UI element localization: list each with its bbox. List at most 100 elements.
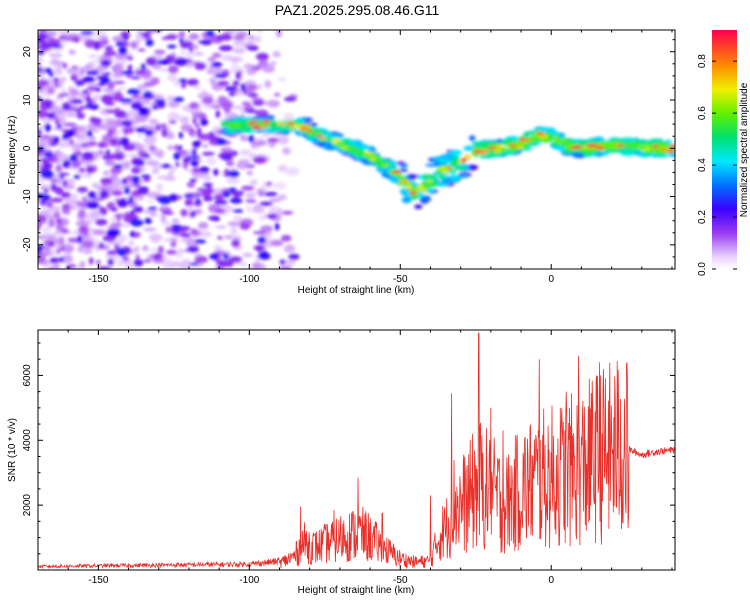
heatmap-cell (53, 82, 60, 88)
heatmap-cell (232, 35, 245, 41)
heatmap-cell (184, 198, 194, 207)
heatmap-cell (414, 204, 423, 209)
heatmap-cell (401, 197, 412, 204)
heatmap-cell (86, 83, 100, 87)
heatmap-cell (251, 262, 262, 269)
heatmap-cell (193, 52, 204, 56)
heatmap-cell (441, 153, 454, 158)
heatmap-cell (59, 93, 70, 97)
spectrogram-frame (37, 29, 676, 270)
heatmap-cell (251, 125, 261, 130)
heatmap-cell (69, 204, 76, 211)
heatmap-cell (97, 150, 105, 155)
heatmap-cell (123, 160, 131, 170)
heatmap-cell (170, 241, 177, 248)
heatmap-cell (421, 174, 438, 179)
heatmap-cell (156, 183, 163, 192)
heatmap-cell (340, 146, 349, 150)
heatmap-cell (463, 154, 472, 159)
heatmap-cell (196, 188, 206, 192)
heatmap-cell (38, 45, 44, 49)
heatmap-cell (253, 140, 267, 146)
colorbar-tick-label: 0.6 (697, 106, 708, 120)
heatmap-cell (56, 218, 63, 225)
heatmap-cell (146, 200, 155, 204)
heatmap-cell (73, 174, 81, 180)
heatmap-cell (167, 145, 173, 151)
heatmap-cell (382, 164, 390, 167)
heatmap-cell (279, 266, 292, 269)
heatmap-cell (191, 210, 196, 218)
heatmap-cell (274, 222, 280, 231)
heatmap-cell (416, 185, 424, 190)
heatmap-cell (46, 87, 56, 95)
colorbar-ticks: 0.0 0.2 0.4 0.6 0.8 (697, 54, 737, 276)
heatmap-cell (111, 190, 124, 196)
heatmap-cell (195, 192, 201, 197)
heatmap-cell (261, 120, 272, 124)
heatmap-cell (46, 112, 56, 120)
heatmap-cell (70, 74, 78, 81)
heatmap-cell (587, 139, 599, 145)
heatmap-cell (78, 208, 86, 218)
heatmap-cell (123, 223, 131, 228)
heatmap-cell (48, 71, 54, 78)
heatmap-cell (188, 262, 200, 266)
heatmap-cell (61, 102, 71, 111)
heatmap-cell (409, 191, 417, 195)
heatmap-cell (277, 194, 287, 201)
heatmap-cell (117, 247, 127, 257)
heatmap-cell (246, 164, 255, 168)
heatmap-cell (120, 31, 131, 38)
heatmap-cell (158, 207, 172, 212)
heatmap-cell (180, 49, 186, 55)
heatmap-cell (177, 145, 183, 151)
heatmap-cell (41, 228, 46, 233)
heatmap-cell (175, 161, 180, 168)
heatmap-cell (439, 166, 449, 171)
heatmap-cell (92, 70, 99, 76)
heatmap-cell (128, 153, 137, 157)
heatmap-cell (399, 163, 408, 168)
heatmap-cell (229, 198, 243, 204)
heatmap-cell (67, 112, 79, 117)
heatmap-cell (194, 255, 208, 264)
heatmap-cell (72, 108, 84, 112)
heatmap-cell (43, 188, 49, 194)
heatmap-cell (78, 167, 86, 173)
heatmap-cell (131, 176, 141, 184)
heatmap-cell (90, 117, 103, 124)
heatmap-cell (71, 159, 81, 169)
heatmap-cell (399, 176, 408, 182)
heatmap-cell (223, 253, 229, 260)
heatmap-cell (231, 239, 240, 248)
heatmap-cell (245, 199, 257, 203)
heatmap-cell (167, 73, 178, 82)
heatmap-cell (213, 194, 224, 200)
heatmap-cell (85, 173, 92, 179)
heatmap-cell (631, 149, 641, 153)
heatmap-cell (83, 66, 91, 70)
heatmap-cell (248, 46, 258, 51)
heatmap-cell (140, 63, 146, 71)
heatmap-cell (262, 125, 269, 128)
heatmap-cell (165, 34, 178, 40)
heatmap-cell (50, 183, 57, 192)
heatmap-cell (240, 136, 250, 142)
heatmap-cell (115, 55, 125, 58)
heatmap-cell (130, 76, 141, 80)
heatmap-cell (62, 159, 71, 169)
heatmap-cell (167, 44, 177, 49)
heatmap-cell (218, 45, 233, 52)
heatmap-cell (289, 125, 296, 130)
heatmap-cell (145, 30, 156, 33)
heatmap-cell (39, 199, 47, 206)
heatmap-cell (148, 145, 157, 151)
y-tick-label: 20 (22, 46, 33, 58)
chart-title: PAZ1.2025.295.08.46.G11 (275, 2, 440, 18)
heatmap-cell (110, 223, 124, 227)
heatmap-cell (284, 259, 296, 267)
heatmap-cell (553, 136, 558, 139)
heatmap-cell (236, 161, 249, 170)
heatmap-cell (292, 124, 300, 128)
